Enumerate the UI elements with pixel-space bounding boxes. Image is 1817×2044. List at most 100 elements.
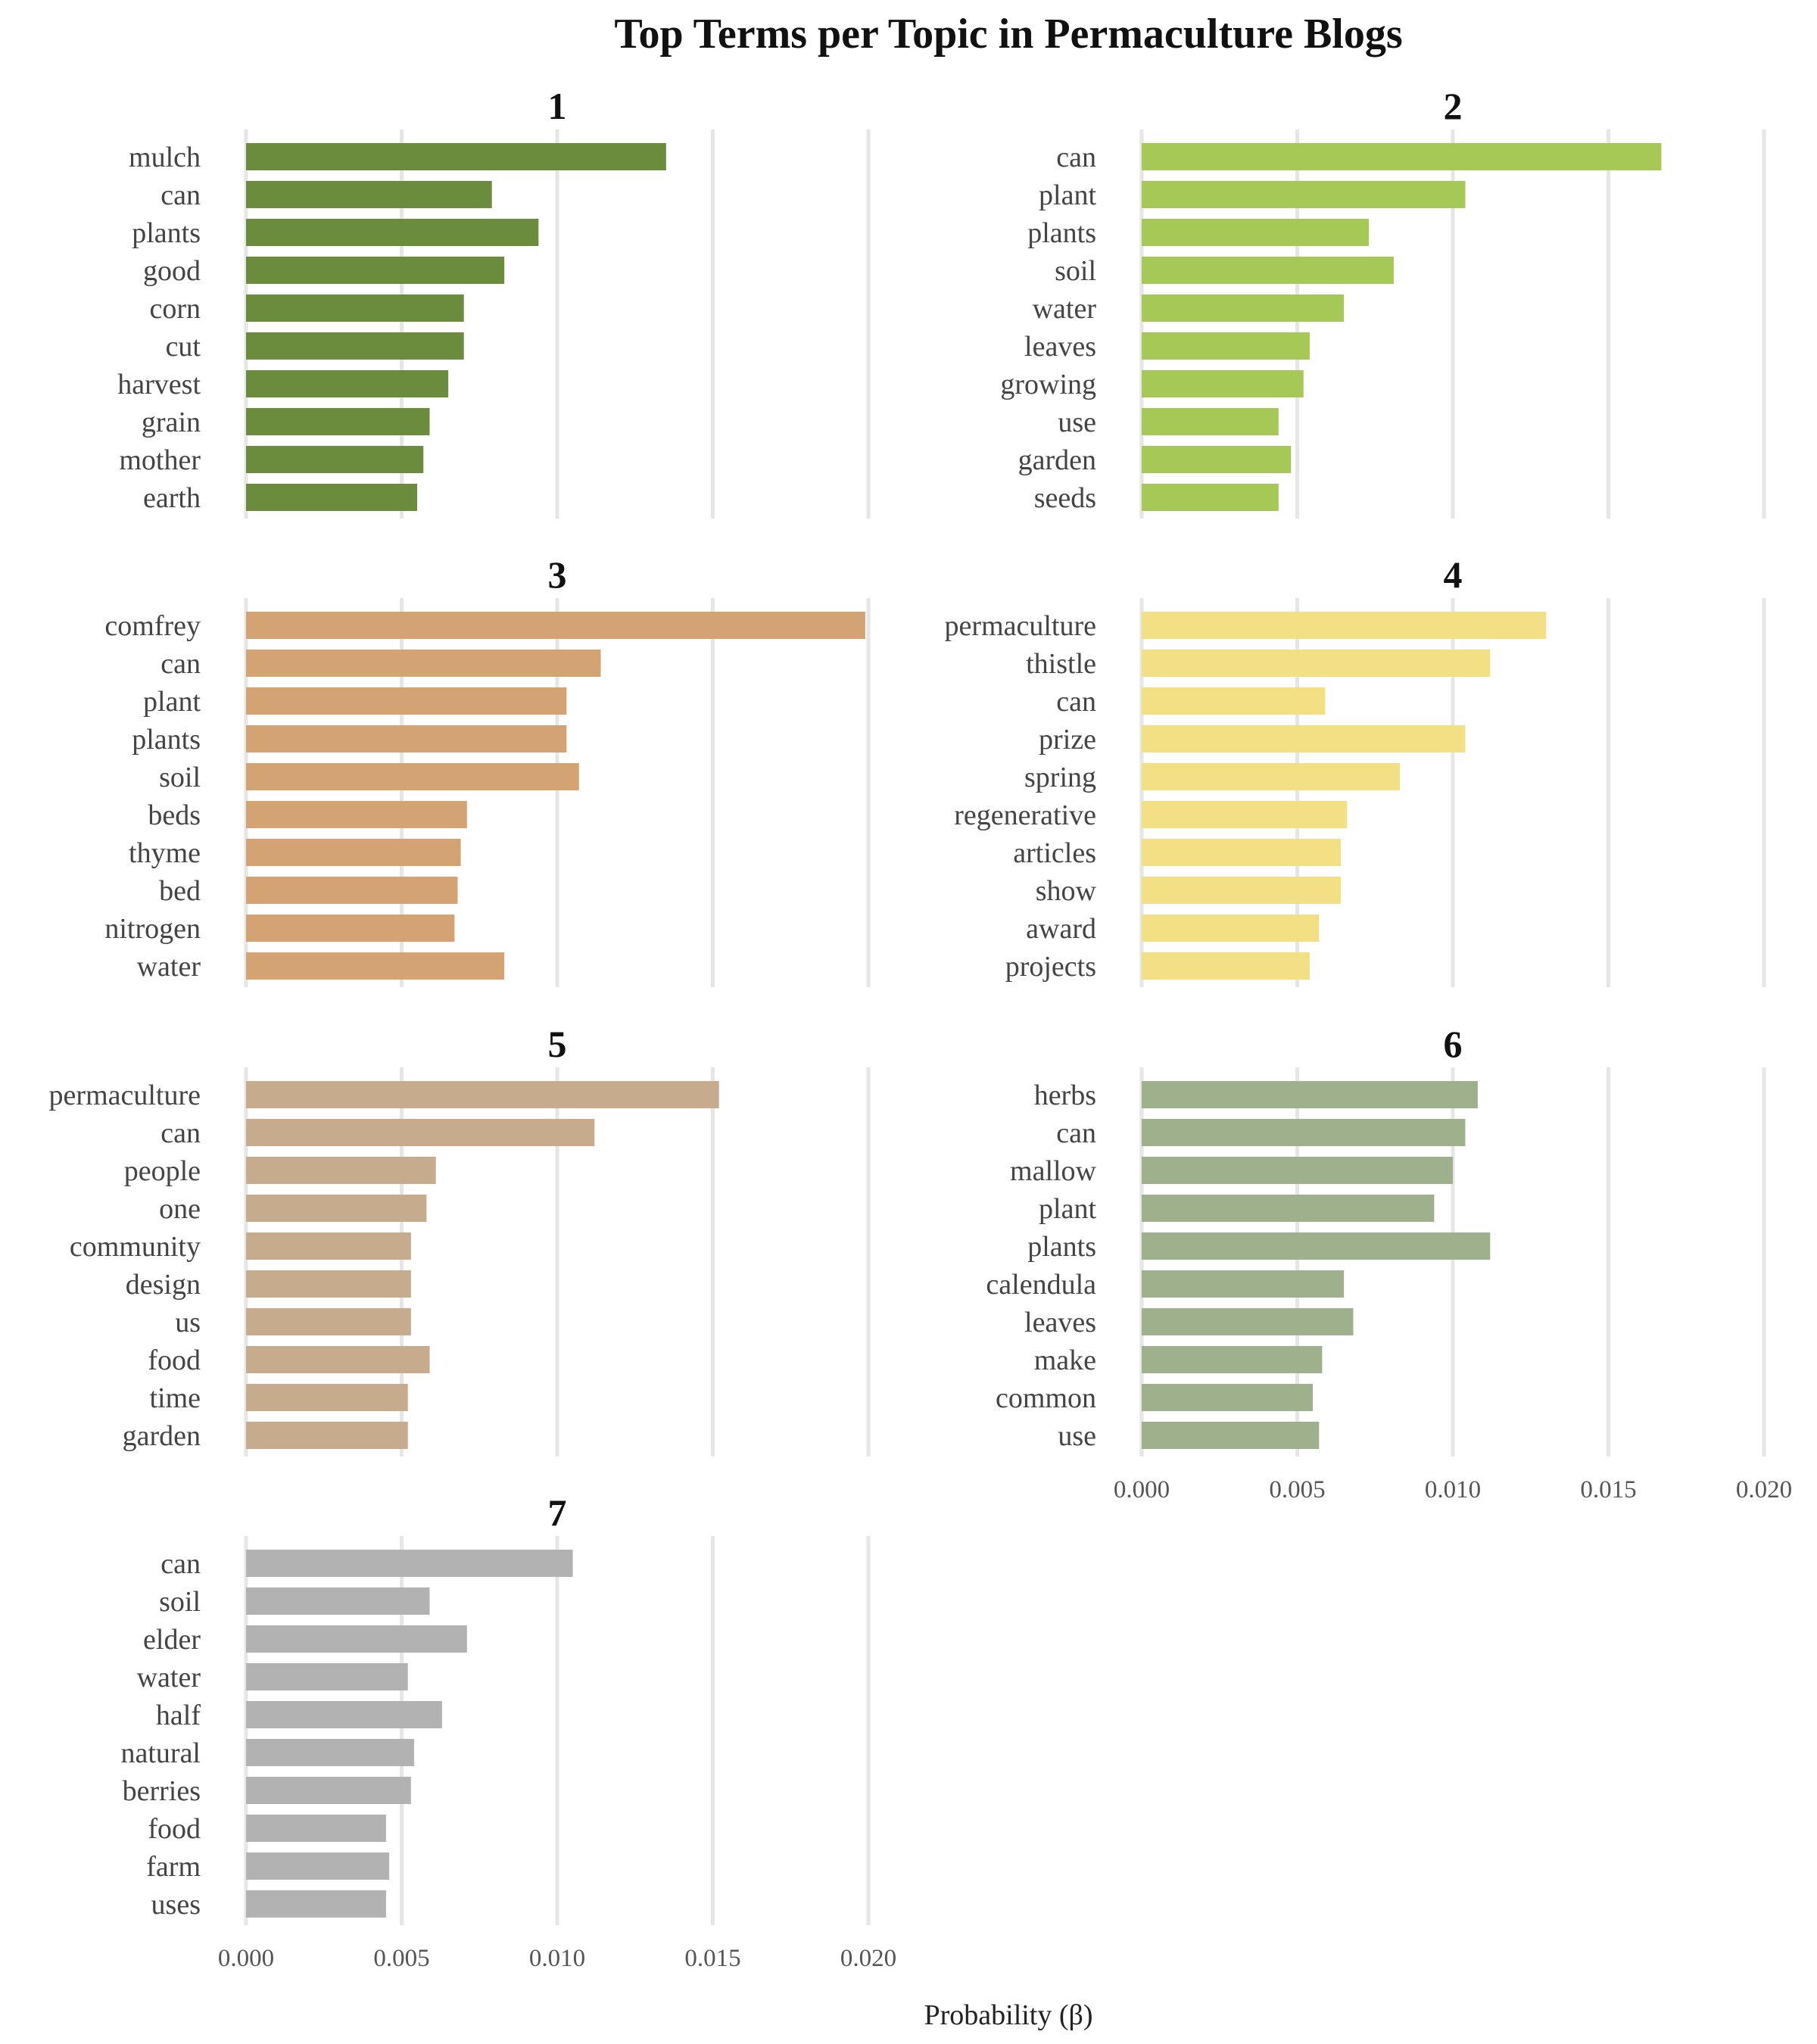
facet-panel-2: 2 can plant plants soil water leaves growing use… <box>1000 85 1766 519</box>
term-label: can <box>161 648 201 680</box>
term-label: articles <box>1013 837 1096 869</box>
bar <box>246 1270 411 1298</box>
bar <box>1142 725 1466 752</box>
term-label: people <box>124 1155 201 1187</box>
term-label: common <box>996 1382 1096 1414</box>
bar <box>1142 1346 1323 1373</box>
term-label: grain <box>142 407 201 438</box>
term-label: show <box>1036 875 1097 907</box>
term-label: calendula <box>986 1269 1096 1301</box>
term-label: mulch <box>129 142 201 173</box>
bar <box>1142 1422 1320 1449</box>
bar <box>246 1890 386 1918</box>
bar <box>246 484 418 511</box>
bar <box>1142 612 1547 639</box>
term-label: thyme <box>129 837 201 869</box>
term-label: harvest <box>117 369 201 400</box>
bar <box>246 1422 408 1449</box>
term-label: plants <box>132 724 201 756</box>
facet-panel-6: 6 herbs can mallow plant plants calendula leave… <box>986 1023 1792 1503</box>
term-label: make <box>1034 1344 1096 1376</box>
term-label: berries <box>123 1775 201 1807</box>
bar <box>246 143 666 170</box>
bar <box>1142 915 1320 942</box>
term-label: design <box>126 1269 201 1301</box>
facet-panel-7: 7 can soil elder water half natural berries food… <box>120 1491 896 1972</box>
term-label: can <box>161 179 201 211</box>
bar <box>246 952 505 980</box>
term-label: mother <box>119 444 201 476</box>
term-label: us <box>175 1307 201 1338</box>
term-label: bed <box>159 875 201 907</box>
x-tick-label: 0.010 <box>1425 1476 1481 1503</box>
bar <box>246 1384 408 1411</box>
bar <box>1142 408 1279 435</box>
bar <box>1142 952 1310 980</box>
term-label: thistle <box>1026 648 1096 680</box>
facet-label: 3 <box>548 553 567 596</box>
bar <box>246 219 539 246</box>
term-label: plant <box>143 686 201 718</box>
facet-label: 4 <box>1444 553 1463 596</box>
bar <box>1142 763 1401 790</box>
term-label: natural <box>120 1737 201 1769</box>
x-tick-label: 0.005 <box>1269 1476 1325 1503</box>
bar <box>1142 1157 1453 1184</box>
term-label: one <box>159 1193 201 1225</box>
bar <box>246 408 430 435</box>
bar <box>246 1588 430 1615</box>
term-label: water <box>1033 293 1097 325</box>
bar <box>1142 839 1342 866</box>
term-label: uses <box>151 1889 201 1921</box>
bar <box>1142 370 1304 397</box>
facet-label: 5 <box>548 1023 567 1065</box>
x-tick-label: 0.005 <box>373 1945 429 1972</box>
term-label: comfrey <box>104 610 201 642</box>
term-label: water <box>137 951 201 983</box>
bar <box>1142 1384 1314 1411</box>
facet-panel-3: 3 comfrey can plant plants soil beds thyme bed ni… <box>104 553 871 987</box>
bar <box>1142 687 1326 715</box>
term-label: garden <box>1018 444 1096 476</box>
bar <box>246 1157 436 1184</box>
bar <box>246 1550 573 1577</box>
bar <box>246 294 464 322</box>
bar <box>246 1852 390 1880</box>
bar <box>246 332 464 360</box>
term-label: soil <box>1055 255 1096 287</box>
bar <box>1142 1270 1345 1298</box>
bar <box>1142 650 1491 677</box>
bar <box>1142 484 1279 511</box>
chart-title: Top Terms per Topic in Permaculture Blog… <box>614 11 1402 58</box>
term-label: spring <box>1024 762 1096 793</box>
bar <box>246 1346 430 1373</box>
bar <box>1142 1195 1435 1222</box>
term-label: plant <box>1039 179 1096 211</box>
bar <box>1142 332 1310 360</box>
term-label: can <box>1056 1117 1096 1149</box>
bar <box>1142 1081 1478 1108</box>
bar <box>246 1815 386 1842</box>
term-label: corn <box>149 293 201 325</box>
term-label: plants <box>132 217 201 249</box>
bar <box>1142 1119 1466 1146</box>
term-label: food <box>148 1813 201 1845</box>
bar <box>246 612 865 639</box>
facet-panel-1: 1 mulch can plants good corn cut harvest grain mo… <box>117 85 871 519</box>
term-label: can <box>1056 142 1096 173</box>
bar <box>1142 219 1370 246</box>
term-label: soil <box>159 1586 201 1618</box>
term-label: food <box>148 1344 201 1376</box>
bar <box>246 763 579 790</box>
term-label: mallow <box>1010 1155 1097 1187</box>
term-label: community <box>70 1231 201 1263</box>
bar <box>246 1232 411 1260</box>
bar <box>246 1663 408 1690</box>
bar <box>246 725 567 752</box>
bar <box>246 370 449 397</box>
term-label: beds <box>148 799 201 831</box>
bar <box>246 1701 442 1728</box>
term-label: can <box>161 1548 201 1580</box>
bar <box>1142 257 1394 284</box>
